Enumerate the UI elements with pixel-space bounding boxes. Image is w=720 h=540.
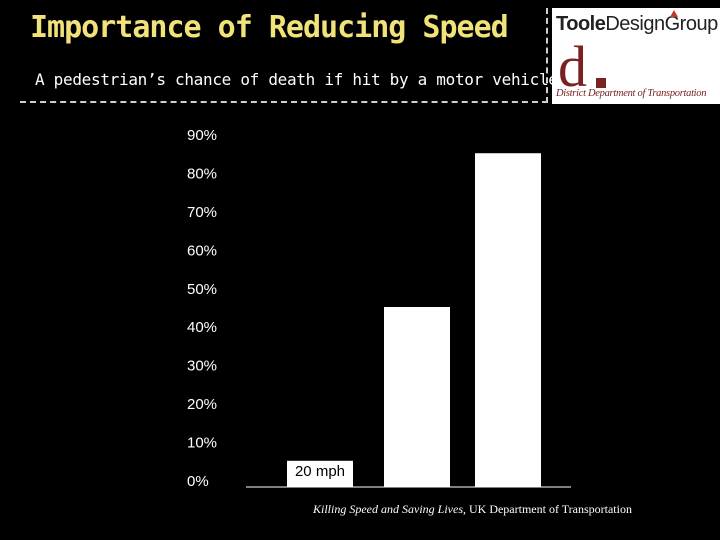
ddot-logo-name: District Department of Transportation — [556, 88, 707, 99]
y-tick-label: 80% — [187, 165, 217, 182]
ddot-logo-letter: d — [558, 34, 587, 99]
bars — [287, 153, 541, 487]
toole-logo-rest: DesignGroup — [605, 13, 718, 35]
slide-title: Importance of Reducing Speed — [30, 10, 509, 45]
slide-subtitle: A pedestrian’s chance of death if hit by… — [35, 70, 558, 89]
ddot-logo-dot-icon — [596, 78, 606, 88]
bar-40-mph — [475, 153, 541, 487]
y-axis: 0% 10% 20% 30% 40% 50% 60% 70% 80% 90% — [187, 127, 217, 490]
y-tick-label: 70% — [187, 204, 217, 221]
header-divider — [20, 101, 548, 103]
y-tick-label: 50% — [187, 281, 217, 298]
x-axis-labels: 20 mph 30 mph 40 mph — [295, 463, 533, 483]
y-tick-label: 10% — [187, 435, 217, 452]
source-citation: Killing Speed and Saving Lives, UK Depar… — [313, 502, 632, 517]
bar-30-mph — [384, 307, 450, 487]
bar-20-mph — [287, 460, 353, 487]
source-rest: , UK Department of Transportation — [462, 502, 632, 516]
y-tick-label: 0% — [187, 473, 209, 490]
source-title: Killing Speed and Saving Lives — [313, 502, 463, 516]
x-tick-label: 20 mph — [295, 463, 345, 480]
toole-design-group-logo: TooleDesignGroup — [556, 13, 718, 36]
y-tick-label: 20% — [187, 396, 217, 413]
toole-logo-triangle-icon — [670, 10, 678, 17]
y-tick-label: 90% — [187, 127, 217, 144]
y-tick-label: 30% — [187, 358, 217, 375]
header-vertical-divider — [546, 8, 548, 103]
x-tick-label: 30 mph — [392, 466, 442, 483]
x-tick-label: 40 mph — [483, 466, 533, 483]
toole-logo-bold: Toole — [556, 13, 606, 35]
y-tick-label: 60% — [187, 242, 217, 259]
y-tick-label: 40% — [187, 319, 217, 336]
logo-panel: TooleDesignGroup d District Department o… — [552, 8, 720, 104]
